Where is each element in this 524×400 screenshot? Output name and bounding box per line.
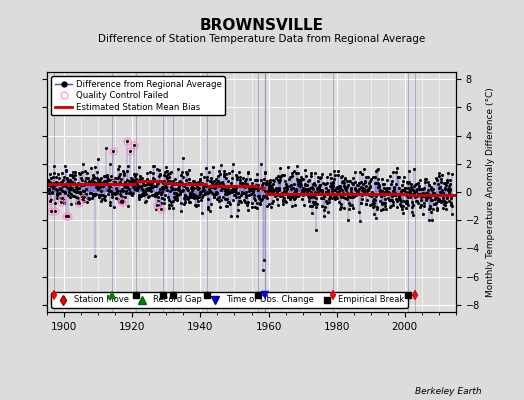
Text: Difference of Station Temperature Data from Regional Average: Difference of Station Temperature Data f…	[99, 34, 425, 44]
Text: Berkeley Earth: Berkeley Earth	[416, 387, 482, 396]
Legend: Station Move, Record Gap, Time of Obs. Change, Empirical Break: Station Move, Record Gap, Time of Obs. C…	[51, 292, 408, 308]
Text: BROWNSVILLE: BROWNSVILLE	[200, 18, 324, 33]
Y-axis label: Monthly Temperature Anomaly Difference (°C): Monthly Temperature Anomaly Difference (…	[486, 87, 495, 297]
